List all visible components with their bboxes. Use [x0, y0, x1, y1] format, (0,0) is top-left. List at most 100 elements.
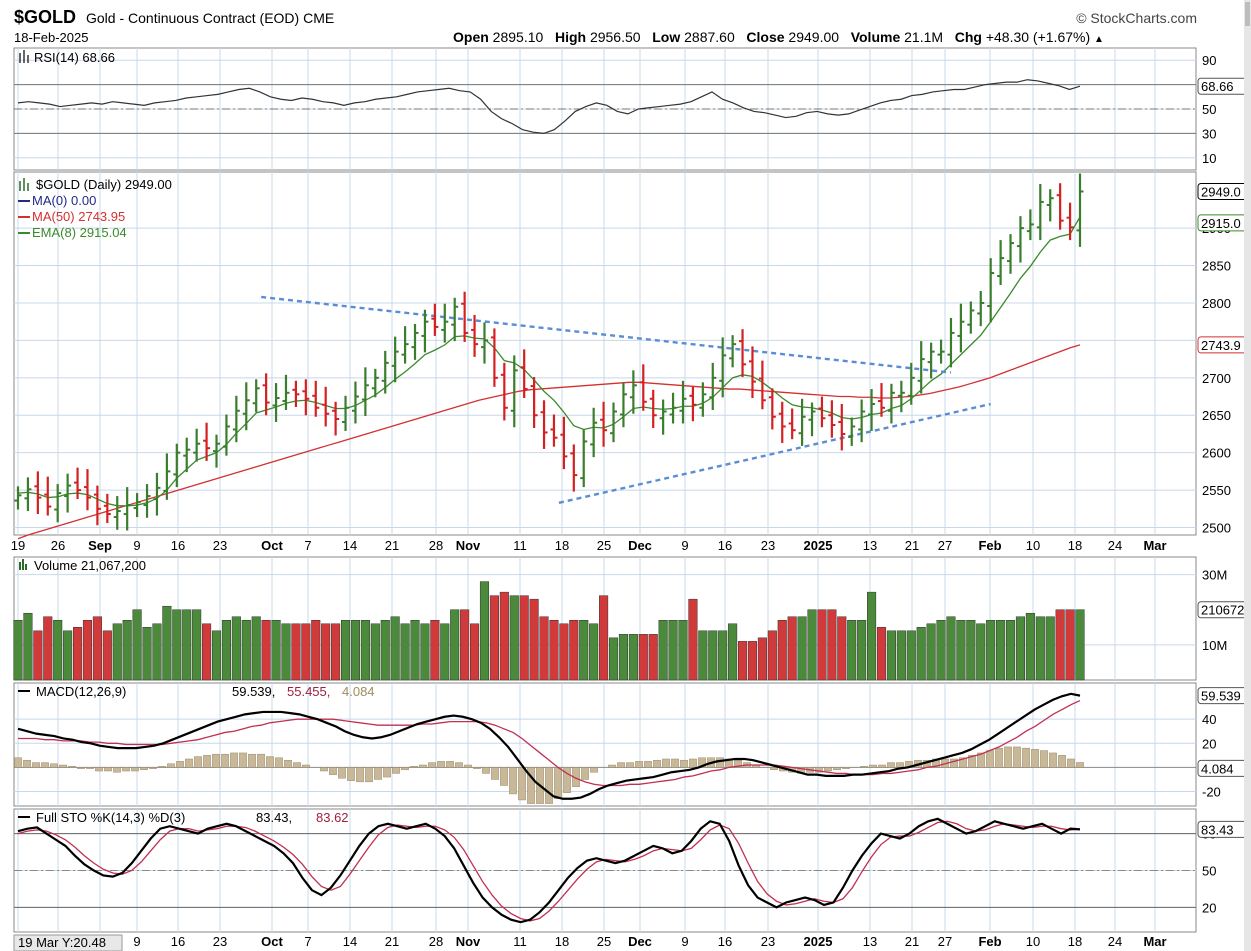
macd-histogram-bar [248, 753, 256, 768]
volume-bar [618, 634, 628, 681]
macd-histogram-bar [131, 767, 139, 772]
macd-histogram-bar [446, 761, 454, 768]
volume-label: Volume [850, 29, 901, 45]
price-bar [441, 303, 449, 343]
price-legend: $GOLD (Daily) 2949.00 [36, 177, 172, 192]
bottom-x-tick-label: Dec [628, 934, 652, 949]
price-bar [570, 444, 578, 492]
macd-histogram-bar [680, 759, 688, 768]
macd-histogram-bar [77, 767, 85, 769]
macd-histogram-bar [518, 767, 526, 801]
macd-histogram-bar [230, 752, 238, 768]
ma0-legend: MA(0) 0.00 [32, 193, 96, 208]
price-last-close: 2949.0 [1201, 184, 1241, 199]
macd-histogram-bar [338, 767, 346, 779]
price-bar [887, 383, 895, 424]
price-bar [332, 401, 340, 436]
volume-bar [579, 620, 589, 681]
volume-bar [63, 630, 73, 681]
macd-histogram-bar [959, 757, 967, 768]
volume-bar [787, 616, 797, 681]
volume-last-value: 210672 [1201, 603, 1244, 618]
price-bar [580, 429, 588, 488]
volume-bar [857, 620, 867, 681]
volume-bar [549, 620, 559, 681]
price-x-tick-label: 18 [1068, 538, 1082, 553]
volume-bar [241, 620, 251, 681]
volume-bar [837, 616, 847, 681]
sto-last-value: 83.43 [1201, 822, 1234, 837]
price-bar [471, 314, 479, 357]
macd-histogram-bar [302, 764, 310, 768]
volume-bar [589, 623, 599, 681]
volume-bar [182, 609, 192, 681]
price-x-tick-label: 21 [905, 538, 919, 553]
bottom-x-tick-label: 2025 [804, 934, 833, 949]
macd-histogram-bar [689, 758, 697, 768]
price-x-tick-label: 25 [597, 538, 611, 553]
bottom-x-tick-label: 11 [513, 934, 527, 949]
price-bar [838, 404, 846, 451]
price-x-tick-label: 9 [681, 538, 688, 553]
scrollbar-thumb[interactable] [1245, 2, 1250, 26]
high-value: 2956.50 [589, 29, 641, 45]
rsi-line [17, 79, 1081, 135]
macd-histogram-bar [95, 767, 103, 772]
price-bar [500, 362, 508, 421]
bottom-x-tick-label: 9 [133, 934, 140, 949]
crosshair-readout: 19 Mar Y:20.48 [18, 935, 106, 950]
price-x-tick-label: 23 [213, 538, 227, 553]
macd-histogram-bar [149, 767, 157, 769]
bottom-x-tick-label: 16 [718, 934, 732, 949]
price-bar [391, 336, 399, 383]
macd-histogram-bar [986, 750, 994, 768]
price-bar [24, 477, 32, 512]
macd-histogram-bar [410, 766, 418, 768]
macd-histogram-bar [842, 767, 850, 769]
macd-histogram-bar [194, 756, 202, 768]
volume-bar [539, 616, 549, 681]
macd-histogram-bar [419, 764, 427, 768]
ma50-legend: MA(50) 2743.95 [32, 209, 125, 224]
macd-histogram-bar [1022, 747, 1030, 768]
macd-histogram-bar [635, 761, 643, 768]
volume-bar [1015, 616, 1025, 681]
price-ytick-label: 2550 [1202, 483, 1231, 498]
volume-bar [321, 623, 331, 681]
macd-histogram-bar [176, 761, 184, 768]
price-bar [937, 339, 945, 364]
macd-histogram-bar [455, 762, 463, 768]
price-bar [272, 383, 280, 422]
price-bar [411, 323, 419, 360]
macd-histogram-bar [41, 762, 49, 768]
price-ytick-label: 2850 [1202, 259, 1231, 274]
price-bar [947, 317, 955, 368]
price-x-tick-label: Dec [628, 538, 652, 553]
volume-bar [499, 591, 509, 681]
brand-logo[interactable]: © StockCharts.com [1076, 10, 1197, 26]
price-bar [1007, 234, 1015, 274]
macd-histogram-bar [545, 767, 553, 804]
bottom-x-tick-label: 21 [385, 934, 399, 949]
price-bar [123, 487, 131, 531]
macd-legend-value-2: 55.455, [287, 684, 330, 699]
macd-histogram-bar [824, 767, 832, 772]
price-x-tick-label: Oct [261, 538, 283, 553]
volume-bar [102, 630, 112, 681]
price-bar [868, 389, 876, 431]
volume-bar [777, 620, 787, 681]
volume-bar [132, 609, 142, 681]
open-label: Open [453, 29, 489, 45]
price-bar [1016, 216, 1024, 263]
macd-last-value: 59.539 [1201, 689, 1241, 704]
volume-bar [638, 634, 648, 681]
price-x-tick-label: 2025 [804, 538, 833, 553]
volume-bar [936, 620, 946, 681]
volume-legend-icon [19, 559, 27, 570]
bottom-x-tick-label: 23 [761, 934, 775, 949]
volume-value: 21.1M [904, 29, 944, 45]
price-bar [758, 360, 766, 410]
macd-histogram-bar [374, 767, 382, 780]
bottom-x-tick-label: 16 [171, 934, 185, 949]
